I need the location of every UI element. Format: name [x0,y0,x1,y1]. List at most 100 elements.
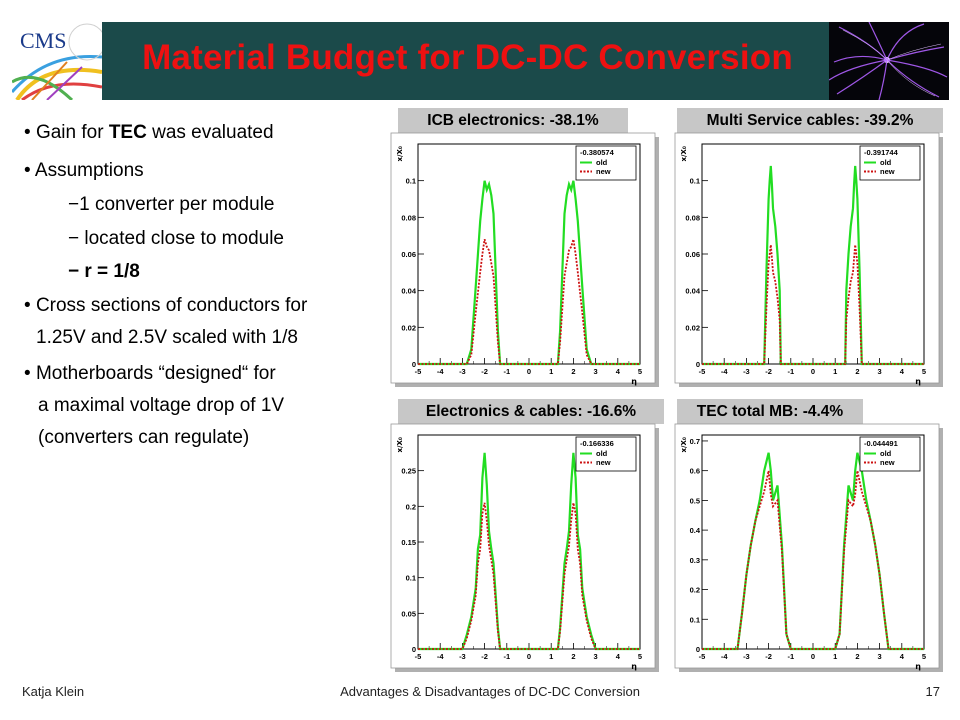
logo-text: CMS [20,28,67,53]
legend-entry-new: new [880,458,895,467]
y-tick-label: 0.02 [685,323,700,332]
y-tick-label: 0 [412,360,416,369]
x-tick-label: -1 [503,367,510,376]
x-axis-label: η [915,662,921,671]
y-tick-label: 0.25 [401,467,416,476]
y-axis-label: x/X₀ [680,146,688,162]
footer-talk-title: Advantages & Disadvantages of DC-DC Conv… [340,684,640,699]
y-tick-label: 0 [412,645,416,654]
bullet-gain: • Gain for TEC was evaluated [24,122,274,144]
chart-svg: -5 -4 -3 -2 -1 0 1 2 3 4 5 0 0.05 0.1 0.15 0.2 0.25 η x/X₀… [390,423,659,672]
x-tick-label: 1 [833,652,837,661]
series-line-new [418,502,640,650]
y-tick-label: 0.1 [406,177,416,186]
legend-entry-old: old [880,158,892,167]
y-tick-label: 0.02 [401,323,416,332]
x-tick-label: 4 [616,652,621,661]
x-axis-label: η [915,377,921,386]
legend-entry-old: old [596,449,608,458]
y-tick-label: 0.1 [406,574,416,583]
legend-entry-old: old [880,449,892,458]
y-tick-label: 0 [696,645,700,654]
legend-entry-old: old [596,158,608,167]
x-axis-label: η [631,662,637,671]
legend-value: -0.166336 [580,439,614,448]
bullet-text: (converters can regulate) [38,427,250,448]
x-tick-label: 5 [638,652,642,661]
plasma-image [829,22,949,100]
series-line-new [702,470,924,650]
y-tick-label: 0.1 [690,615,700,624]
bullet-text: a maximal voltage drop of 1V [38,395,285,416]
bullet-bold: TEC [108,122,147,143]
bullet-text: Assumptions [34,160,144,181]
x-tick-label: -5 [699,367,706,376]
panel-label-tec-total: TEC total MB: -4.4% [677,399,863,424]
legend-value: -0.044491 [864,439,898,448]
bullet-text: Cross sections of conductors for [35,295,308,316]
panel-label-icb: ICB electronics: -38.1% [398,108,628,133]
chart-svg: -5 -4 -3 -2 -1 0 1 2 3 4 5 0 0.02 0.04 0.06 0.08 0.1 η x/X… [674,132,943,387]
y-tick-label: 0.6 [690,467,700,476]
bullet-text: was evaluated [146,122,274,143]
y-axis-label: x/X₀ [396,146,404,162]
x-tick-label: 0 [527,367,531,376]
x-tick-label: -3 [743,367,750,376]
x-tick-label: -5 [699,652,706,661]
bullet-dot: • [24,363,36,384]
chart-multi-service-cables: -5 -4 -3 -2 -1 0 1 2 3 4 5 0 0.02 0.04 0.06 0.08 0.1 η x/X… [674,132,946,390]
sub-bullet: −1 converter per module [68,194,275,215]
y-tick-label: 0.2 [406,502,416,511]
y-tick-label: 0.04 [685,287,700,296]
footer-author: Katja Klein [22,684,85,699]
x-tick-label: 3 [594,367,598,376]
legend-entry-new: new [596,167,611,176]
x-tick-label: -2 [765,367,772,376]
y-axis-label: x/X₀ [680,437,688,453]
bullet-dot: • [24,122,36,143]
x-tick-label: 1 [549,652,553,661]
x-tick-label: 4 [900,367,905,376]
x-tick-label: -2 [765,652,772,661]
y-tick-label: 0 [696,360,700,369]
slide-title: Material Budget for DC-DC Conversion [142,38,793,77]
bullet-text: Motherboards “designed“ for [35,363,276,384]
bullet-dot: • [24,295,36,316]
chart-svg: -5 -4 -3 -2 -1 0 1 2 3 4 5 0 0.02 0.04 0.06 0.08 0.1 η x/X… [390,132,659,387]
y-tick-label: 0.08 [685,213,700,222]
y-axis-label: x/X₀ [396,437,404,453]
x-tick-label: 2 [571,652,575,661]
x-tick-label: 1 [833,367,837,376]
title-banner [12,22,949,100]
x-tick-label: 5 [922,652,926,661]
x-tick-label: 4 [900,652,905,661]
x-tick-label: 3 [878,367,882,376]
legend-value: -0.391744 [864,148,899,157]
x-tick-label: 3 [878,652,882,661]
x-tick-label: -4 [721,652,728,661]
x-tick-label: 5 [638,367,642,376]
series-line-new [702,244,924,365]
x-tick-label: -4 [437,652,444,661]
x-tick-label: 3 [594,652,598,661]
bullet-motherboards: • Motherboards “designed“ for [24,363,276,385]
legend-entry-new: new [596,458,611,467]
y-tick-label: 0.1 [690,177,700,186]
legend-value: -0.380574 [580,148,615,157]
x-tick-label: 0 [811,652,815,661]
y-tick-label: 0.5 [690,496,700,505]
x-tick-label: 0 [811,367,815,376]
cms-logo: CMS [12,22,102,100]
x-tick-label: 2 [855,652,859,661]
x-tick-label: -3 [459,652,466,661]
bullet-text: Gain for [35,122,109,143]
x-tick-label: -2 [481,367,488,376]
bullet-dot: • [24,160,35,181]
panel-label-multi-service: Multi Service cables: -39.2% [677,108,943,133]
y-tick-label: 0.05 [401,609,416,618]
y-tick-label: 0.15 [401,538,416,547]
y-tick-label: 0.3 [690,556,700,565]
y-tick-label: 0.06 [401,250,416,259]
x-tick-label: -1 [787,652,794,661]
series-line-new [418,239,640,365]
